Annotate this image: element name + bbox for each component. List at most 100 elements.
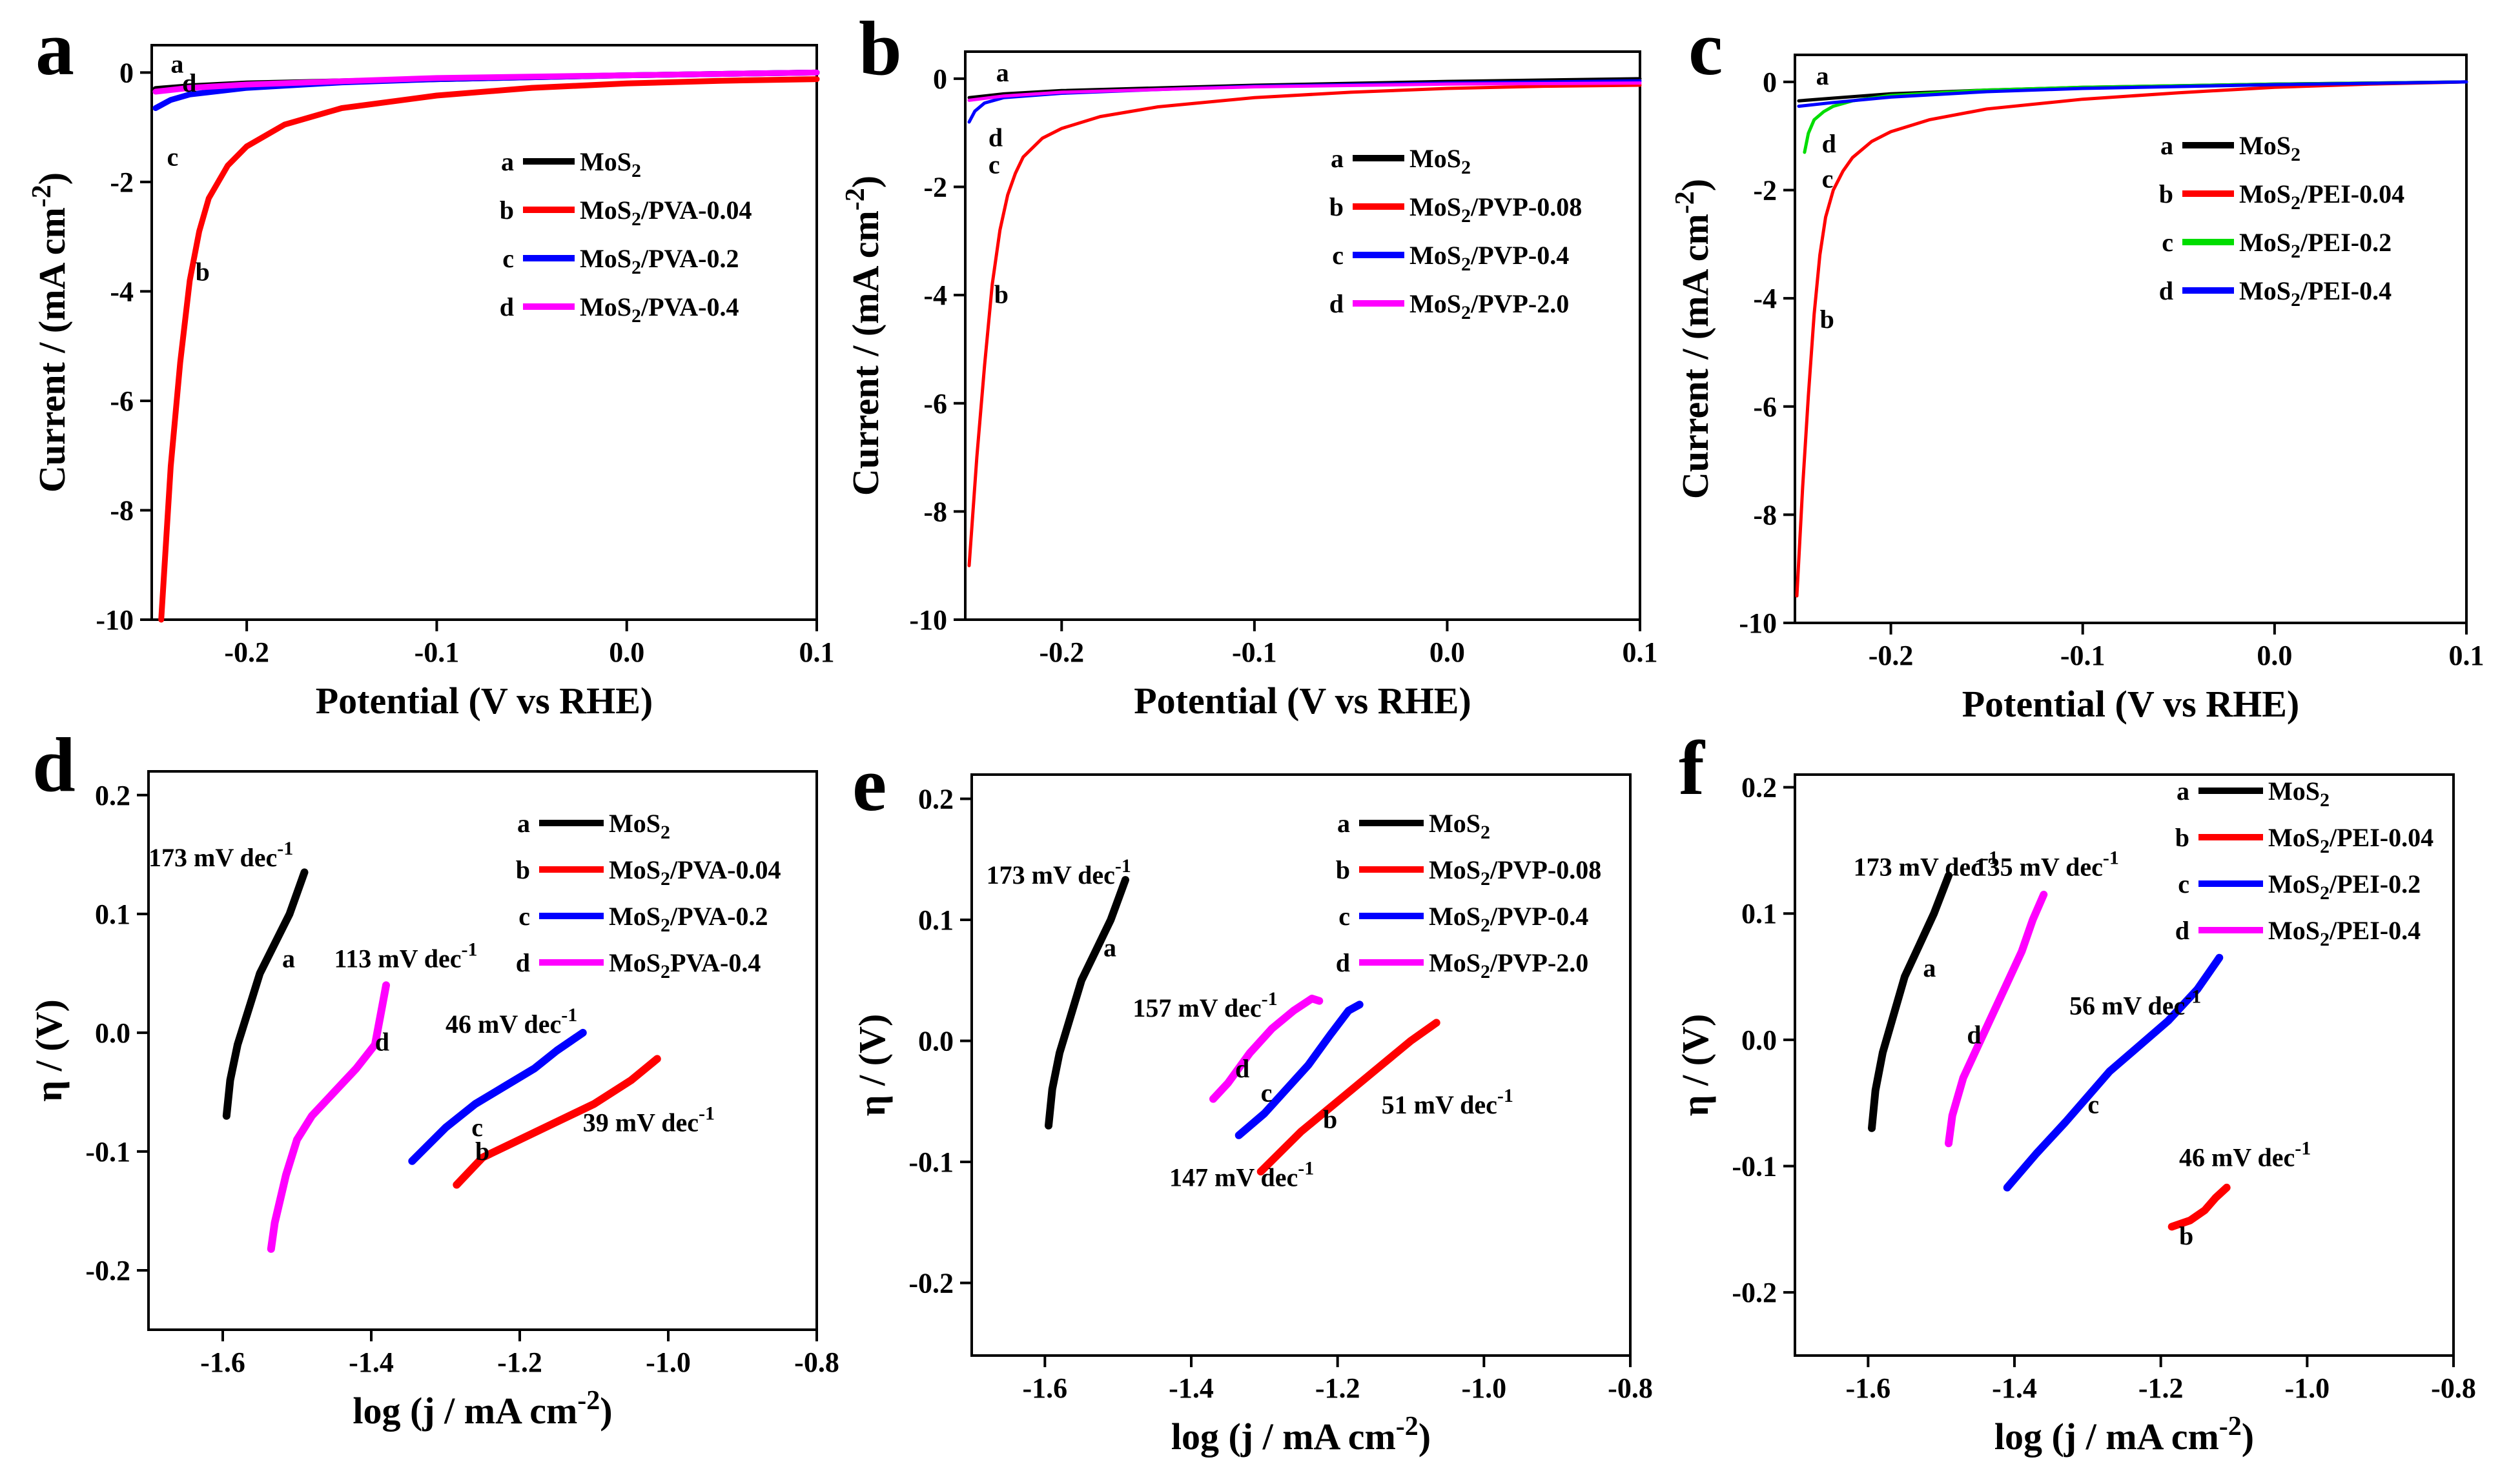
legend-prefix: b bbox=[2175, 823, 2189, 852]
legend-prefix: c bbox=[2178, 869, 2189, 899]
curve-annotation: b bbox=[196, 257, 210, 286]
legend-label: MoS2/PVP-2.0 bbox=[1429, 948, 1588, 982]
series-line-d bbox=[1209, 994, 1324, 1103]
curve-annotation: b bbox=[475, 1137, 489, 1166]
x-tick-label: -1.4 bbox=[1169, 1372, 1214, 1404]
curve-annotation: 46 mV dec-1 bbox=[2179, 1138, 2311, 1172]
panels-root: a -0.2 -0.1 0.0 0.1 0 -2 -4 -6 -8 -10 Potential (V … bbox=[27, 5, 2485, 1458]
legend-label: MoS2/PVP-0.08 bbox=[1409, 192, 1582, 227]
curve-annotation: a bbox=[1923, 953, 1936, 982]
y-tick-label: -0.2 bbox=[85, 1255, 130, 1286]
legend-label: MoS2 bbox=[609, 809, 670, 843]
panel-label: f bbox=[1679, 725, 1706, 811]
x-tick-label: 0.1 bbox=[2449, 640, 2485, 671]
legend-prefix: c bbox=[2162, 228, 2173, 257]
legend-prefix: d bbox=[1329, 289, 1344, 318]
curve-annotation: c bbox=[2087, 1090, 2099, 1119]
y-tick-label: 0 bbox=[119, 57, 134, 88]
x-tick-label: -1.0 bbox=[2285, 1372, 2330, 1404]
y-axis-label: η / (V) bbox=[28, 999, 70, 1102]
y-tick-label: 0.1 bbox=[1741, 898, 1777, 930]
legend-label: MoS2/PEI-0.04 bbox=[2239, 179, 2404, 214]
curve-annotation: b bbox=[2179, 1221, 2193, 1250]
curve-annotation: a bbox=[996, 58, 1009, 87]
curve-annotation: a bbox=[170, 49, 183, 78]
series-line-a bbox=[1868, 871, 1952, 1132]
curve-annotation: a bbox=[1816, 61, 1829, 90]
legend-label: MoS2 bbox=[2239, 131, 2300, 165]
y-tick-label: 0.2 bbox=[918, 784, 954, 815]
series-line-b bbox=[2167, 1183, 2231, 1231]
y-tick-label: -6 bbox=[1753, 391, 1777, 423]
y-tick-label: -4 bbox=[923, 280, 947, 311]
x-tick-label: -1.0 bbox=[646, 1347, 691, 1378]
legend-label: MoS2 bbox=[1409, 144, 1471, 178]
curve-annotation: 147 mV dec-1 bbox=[1169, 1158, 1314, 1192]
legend-prefix: b bbox=[1336, 855, 1350, 884]
legend-prefix: d bbox=[516, 948, 530, 977]
x-tick-label: -1.2 bbox=[497, 1347, 542, 1378]
plot-frame bbox=[1794, 54, 2468, 624]
curve-annotation: 157 mV dec-1 bbox=[1132, 988, 1277, 1022]
x-axis-label: Potential (V vs RHE) bbox=[316, 680, 653, 722]
series-line-d bbox=[267, 981, 390, 1253]
y-axis-label: Current / (mA cm-2) bbox=[27, 172, 73, 493]
legend-label: MoS2/PVP-0.4 bbox=[1409, 241, 1569, 275]
y-tick-label: -10 bbox=[96, 604, 134, 636]
legend-label: MoS2 bbox=[580, 147, 641, 181]
x-tick-label: -0.8 bbox=[1608, 1372, 1653, 1404]
panel-c: c -0.2 -0.1 0.0 0.1 0 -2 -4 -6 -8 -10 Potential (V … bbox=[1670, 5, 2485, 725]
series-line-c bbox=[1235, 1001, 1364, 1139]
series-line-a bbox=[967, 77, 1642, 99]
curve-annotation: 173 mV dec-1 bbox=[1854, 848, 1998, 882]
y-axis-label: η / (V) bbox=[1674, 1014, 1716, 1117]
y-tick-label: -10 bbox=[1739, 607, 1777, 639]
x-axis-label: log (j / mA cm-2) bbox=[353, 1386, 612, 1432]
legend-label: MoS2 bbox=[2268, 777, 2330, 811]
x-axis-label: Potential (V vs RHE) bbox=[1134, 680, 1471, 722]
series-line-a bbox=[222, 868, 309, 1120]
series-line-c bbox=[408, 1028, 587, 1165]
panel-f: f -1.6 -1.4 -1.2 -1.0 -0.8 0.2 0.1 0.0 -0.1 -0.2 lo… bbox=[1674, 725, 2476, 1458]
curve-annotation: c bbox=[1822, 164, 1834, 193]
legend-prefix: a bbox=[2160, 131, 2173, 160]
legend-label: MoS2/PEI-0.2 bbox=[2239, 228, 2392, 262]
curve-annotation: c bbox=[167, 142, 179, 171]
curve-annotation: d bbox=[1822, 129, 1836, 158]
curve-annotation: 173 mV dec-1 bbox=[149, 838, 293, 872]
y-tick-label: -0.2 bbox=[1732, 1277, 1777, 1308]
y-tick-label: -6 bbox=[110, 385, 134, 417]
legend-prefix: b bbox=[500, 196, 514, 225]
legend-label: MoS2/PVA-0.4 bbox=[580, 292, 739, 327]
legend-prefix: a bbox=[501, 147, 514, 176]
x-tick-label: -0.8 bbox=[2431, 1372, 2476, 1404]
x-tick-label: -0.2 bbox=[224, 636, 269, 668]
series-line-d bbox=[152, 69, 820, 95]
curve-annotation: c bbox=[471, 1113, 483, 1142]
y-tick-label: 0.0 bbox=[1741, 1024, 1777, 1056]
y-axis-label: η / (V) bbox=[851, 1014, 893, 1117]
x-tick-label: -1.0 bbox=[1462, 1372, 1507, 1404]
curve-annotation: 113 mV dec-1 bbox=[334, 939, 478, 973]
x-tick-label: 0.1 bbox=[1623, 636, 1658, 668]
curve-annotation: d bbox=[989, 123, 1003, 152]
series-line-b bbox=[967, 83, 1642, 567]
legend-label: MoS2/PVP-0.08 bbox=[1429, 855, 1601, 889]
x-tick-label: -1.2 bbox=[1315, 1372, 1360, 1404]
legend-prefix: b bbox=[516, 855, 530, 884]
x-tick-label: -0.2 bbox=[1869, 640, 1914, 671]
plot-frame bbox=[964, 50, 1641, 621]
legend-prefix: c bbox=[1338, 902, 1350, 931]
plot-frame bbox=[147, 770, 818, 1331]
x-axis-label: Potential (V vs RHE) bbox=[1962, 683, 2300, 725]
plot-frame bbox=[1794, 773, 2455, 1357]
y-axis-label: Current / (mA cm-2) bbox=[1670, 179, 1716, 499]
y-tick-label: 0.2 bbox=[95, 780, 130, 811]
series-line-a bbox=[1045, 876, 1129, 1130]
x-tick-label: -1.6 bbox=[1846, 1372, 1891, 1404]
plot-frame bbox=[970, 773, 1632, 1357]
series-line-b bbox=[158, 76, 820, 623]
y-tick-label: -10 bbox=[909, 604, 947, 636]
x-tick-label: 0.0 bbox=[2257, 640, 2292, 671]
plot-frame bbox=[150, 44, 818, 621]
